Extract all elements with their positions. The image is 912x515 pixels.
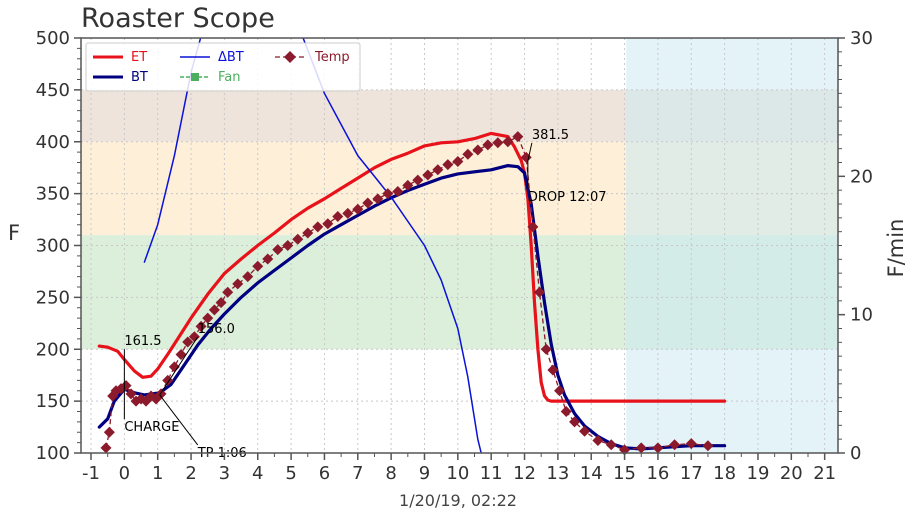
x-tick-label-13: 12: [513, 463, 536, 484]
x-tick-label-8: 7: [352, 463, 363, 484]
legend-label-fan: Fan: [218, 70, 241, 85]
y-tick-label-0: 100: [36, 443, 70, 464]
legend-label-temp: Temp: [314, 50, 350, 65]
x-tick-label-3: 2: [185, 463, 196, 484]
axis-layer: -1 0 1 2 3 4 5 6 7 8 9 10 11 12 13 14 15 16 17 18 19 20 211001…: [36, 28, 873, 484]
temp-point-28: [282, 240, 294, 251]
series-temp: [100, 131, 714, 456]
x-tick-label-14: 13: [546, 463, 569, 484]
series-line-delta-bt: [143, 38, 482, 453]
series-line-bt: [97, 164, 727, 451]
temp-point-43: [432, 164, 444, 176]
temp-point-6: [125, 388, 137, 400]
temp-point-40: [402, 179, 414, 191]
chart-title: Roaster Scope: [81, 3, 275, 34]
x-tick-label-21: 20: [780, 463, 803, 484]
series-line-et: [97, 131, 727, 403]
legend-label-bt: BT: [131, 70, 148, 85]
x-tick-label-12: 11: [480, 463, 503, 484]
x-tick-label-4: 3: [219, 463, 230, 484]
legend-label-et: ET: [131, 50, 147, 65]
x-tick-label-2: 1: [152, 463, 163, 484]
background-layer: [81, 38, 838, 453]
x-tick-label-18: 17: [680, 463, 703, 484]
y-tick-label-2: 200: [36, 339, 70, 360]
temp-point-14: [168, 361, 180, 373]
y2-tick-label-3: 30: [850, 28, 873, 49]
y2-tick-label-1: 10: [850, 305, 873, 326]
x-tick-label-7: 6: [319, 463, 330, 484]
temp-point-54: [534, 286, 546, 298]
x-tick-label-10: 9: [419, 463, 430, 484]
series-layer: [97, 38, 727, 456]
annotation-label-1: CHARGE: [124, 420, 179, 435]
temp-point-0: [100, 442, 112, 454]
legend-marker-temp: [284, 51, 296, 63]
x-tick-label-16: 15: [613, 463, 636, 484]
x-tick-label-19: 18: [713, 463, 736, 484]
temp-point-51: [512, 131, 524, 143]
series-delta-bt: [143, 38, 482, 453]
y2-tick-label-0: 0: [850, 443, 861, 464]
legend: ET BT ΔBT Fan Temp: [85, 42, 361, 92]
x-axis-label: 1/20/19, 02:22: [399, 491, 517, 510]
temp-point-68: [702, 440, 714, 452]
y2-tick-label-2: 20: [850, 166, 873, 187]
annotation-leader-3: [159, 394, 199, 446]
x-tick-label-9: 8: [385, 463, 396, 484]
x-tick-label-11: 10: [446, 463, 469, 484]
annotation-label-5: DROP 12:07: [528, 190, 607, 205]
legend-label-delta-bt: ΔBT: [218, 50, 244, 65]
x-tick-label-22: 21: [813, 463, 836, 484]
y-tick-label-8: 500: [36, 28, 70, 49]
x-tick-label-5: 4: [252, 463, 263, 484]
series-bt: [97, 164, 727, 451]
annotation-leader-2: [159, 336, 199, 396]
annotation-leader-4: [527, 142, 533, 162]
x-tick-label-6: 5: [285, 463, 296, 484]
y-tick-label-6: 400: [36, 132, 70, 153]
temp-point-30: [302, 227, 314, 239]
x-tick-label-17: 16: [646, 463, 669, 484]
annotation-label-4: 381.5: [532, 128, 569, 143]
y-tick-label-1: 150: [36, 391, 70, 412]
y-tick-label-4: 300: [36, 236, 70, 257]
series-et: [97, 131, 727, 403]
temp-point-55: [540, 343, 552, 355]
x-tick-label-20: 19: [747, 463, 770, 484]
y-tick-label-7: 450: [36, 80, 70, 101]
x-tick-label-15: 14: [580, 463, 603, 484]
temp-point-5: [120, 380, 132, 392]
temp-point-1: [103, 426, 115, 438]
annotation-label-0: 161.5: [124, 334, 161, 349]
x-tick-label-1: 0: [119, 463, 130, 484]
x-tick-label-0: -1: [82, 463, 100, 484]
series-line-temp: [105, 135, 708, 451]
y-axis-label: F: [8, 221, 20, 245]
y-tick-label-3: 250: [36, 287, 70, 308]
legend-marker-fan: [191, 73, 199, 81]
temp-point-35: [352, 203, 364, 215]
y2-axis-label: F/min: [884, 219, 908, 278]
annotation-label-2: 156.0: [198, 322, 235, 337]
y-tick-label-5: 350: [36, 184, 70, 205]
